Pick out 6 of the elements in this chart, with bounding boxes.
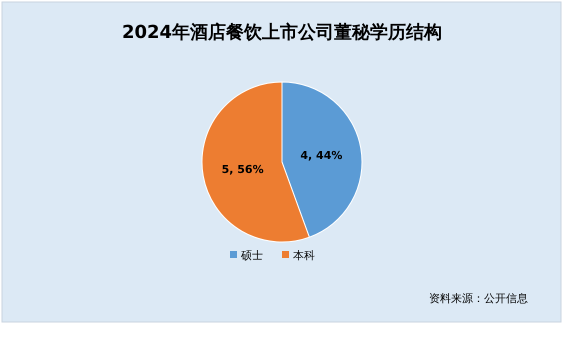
chart-title: 2024年酒店餐饮上市公司董秘学历结构 xyxy=(122,22,442,43)
legend-label: 硕士 xyxy=(240,249,263,262)
data-label: 5, 56% xyxy=(222,162,264,176)
text: 资料来源：公开信息 xyxy=(429,292,528,305)
data-label: 4, 44% xyxy=(300,149,342,162)
legend-label: 本科 xyxy=(293,249,315,262)
